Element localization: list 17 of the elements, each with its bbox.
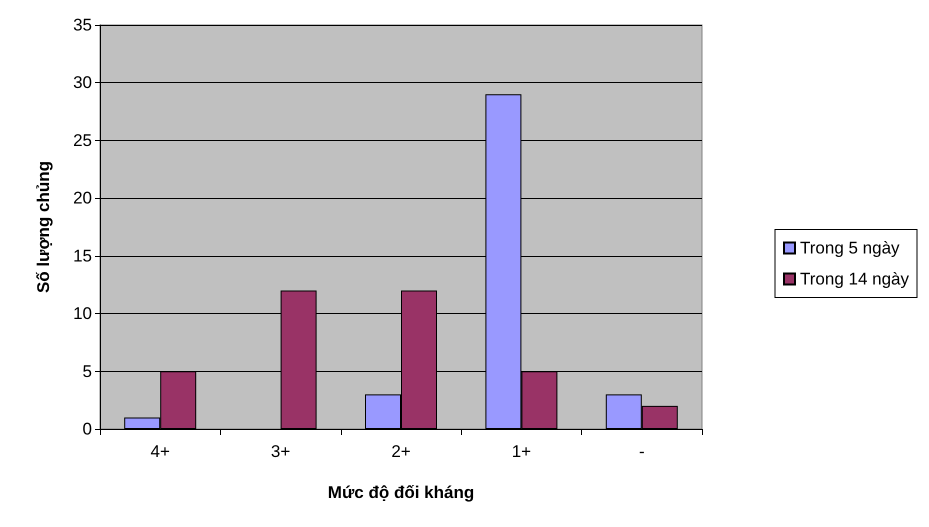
- y-tick-label: 25: [73, 130, 92, 150]
- y-axis-title: Số lượng chủng: [34, 160, 53, 294]
- x-tick-label: 3+: [270, 442, 290, 461]
- y-tick-label: 10: [73, 304, 92, 324]
- y-tick-label: 35: [73, 16, 92, 34]
- x-tick-label: 2+: [391, 442, 411, 461]
- y-tick-label: 20: [73, 188, 92, 208]
- y-tick-label: 0: [82, 420, 92, 438]
- legend-label: Trong 14 ngày: [800, 270, 910, 288]
- x-tick-label: 1+: [512, 442, 532, 461]
- y-tick-label: 15: [73, 246, 92, 266]
- x-tick-label: -: [638, 442, 645, 461]
- y-tick-label: 5: [82, 362, 92, 381]
- y-tick-label: 30: [73, 73, 92, 92]
- x-tick-label: 4+: [150, 442, 170, 461]
- legend-label: Trong 5 ngày: [800, 238, 900, 258]
- x-axis-title: Mức độ đối kháng: [328, 483, 474, 502]
